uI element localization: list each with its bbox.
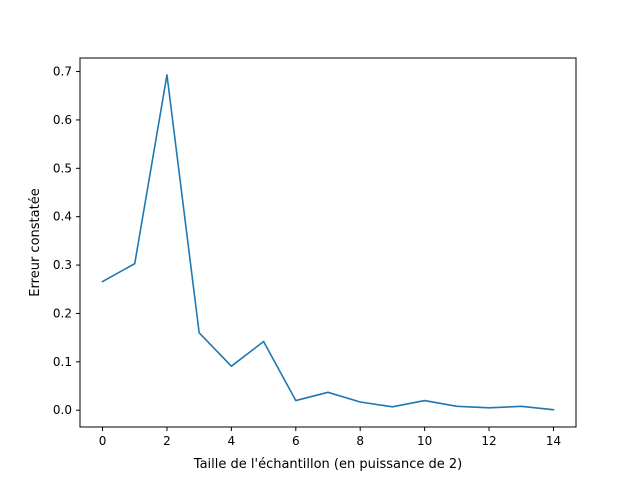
y-tick-label: 0.7 — [53, 65, 72, 79]
data-point — [359, 401, 361, 403]
y-tick-label: 0.4 — [53, 210, 72, 224]
x-tick-label: 6 — [292, 434, 300, 448]
data-point — [134, 262, 136, 264]
y-axis-ticks: 0.0 0.1 0.2 0.3 0.4 0.5 0.6 0.7 — [53, 65, 80, 417]
data-point — [230, 365, 232, 367]
x-tick-label: 4 — [228, 434, 236, 448]
data-point — [262, 340, 264, 342]
data-point — [327, 391, 329, 393]
data-point — [166, 74, 168, 76]
x-tick-label: 12 — [481, 434, 496, 448]
plot-frame — [79, 57, 577, 428]
data-point — [295, 399, 297, 401]
data-point — [198, 332, 200, 334]
x-tick-label: 14 — [546, 434, 561, 448]
y-tick-label: 0.3 — [53, 258, 72, 272]
x-axis-ticks: 0 2 4 6 8 10 12 14 — [99, 427, 561, 448]
x-tick-label: 10 — [417, 434, 432, 448]
data-point — [488, 407, 490, 409]
y-tick-label: 0.2 — [53, 306, 72, 320]
series-layer — [101, 74, 555, 411]
series-line — [101, 74, 555, 411]
y-axis-label: Erreur constatée — [28, 188, 43, 296]
data-point — [101, 280, 103, 282]
data-point — [552, 409, 554, 411]
data-point — [391, 406, 393, 408]
y-tick-label: 0.6 — [53, 113, 72, 127]
y-tick-label: 0.1 — [53, 355, 72, 369]
x-axis-label: Taille de l'échantillon (en puissance de… — [193, 457, 462, 472]
data-point — [423, 399, 425, 401]
data-point — [456, 405, 458, 407]
x-tick-label: 8 — [356, 434, 364, 448]
y-tick-label: 0.5 — [53, 161, 72, 175]
data-point — [520, 405, 522, 407]
y-tick-label: 0.0 — [53, 403, 72, 417]
x-tick-label: 0 — [99, 434, 107, 448]
x-tick-label: 2 — [163, 434, 171, 448]
